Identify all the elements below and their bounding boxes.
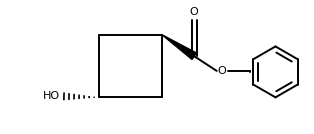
Text: O: O [217, 66, 226, 76]
Text: HO: HO [43, 91, 60, 101]
Polygon shape [162, 35, 196, 59]
Text: O: O [190, 7, 198, 17]
